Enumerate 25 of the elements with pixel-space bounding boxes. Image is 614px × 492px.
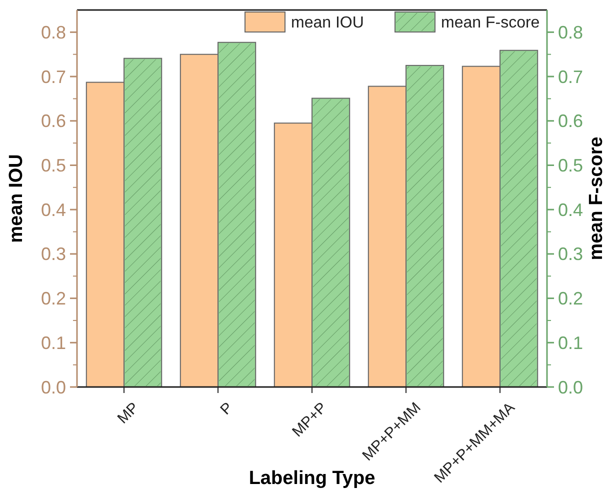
y2-tick-label: 0.3 (558, 244, 584, 264)
y2-tick-label: 0.1 (558, 332, 584, 353)
y-axis-title: mean IOU (6, 154, 27, 243)
text: 0.0 (40, 377, 66, 398)
legend-label: mean F-score (441, 14, 540, 32)
y2-tick-label: 0.7 (558, 66, 584, 87)
y-tick-label: 0.5 (40, 156, 66, 176)
y-tick-label: 0.6 (40, 111, 66, 132)
y2-tick-label: 0.8 (558, 22, 584, 42)
text: 0.0 (558, 377, 584, 398)
x-axis-title: Labeling Type (248, 468, 376, 489)
y-tick-label: 0.7 (40, 66, 66, 87)
y2-tick-label: 0.5 (558, 156, 584, 176)
y2-tick-label: 0.4 (558, 200, 584, 220)
y-tick-label: 0.2 (40, 288, 66, 309)
x-tick-label: P (217, 399, 236, 418)
x-tick-label: MP (114, 399, 142, 428)
legend-label: mean IOU (291, 14, 364, 32)
y2-tick-label: 0.2 (558, 288, 584, 309)
y2-axis-title: mean F-score (586, 136, 607, 260)
y-tick-label: 0.1 (40, 332, 66, 353)
y-tick-label: 0.4 (40, 200, 66, 220)
y-tick-label: 0.8 (40, 22, 66, 42)
y-tick-label: 0.3 (40, 244, 66, 264)
y2-tick-label: 0.6 (558, 111, 584, 132)
